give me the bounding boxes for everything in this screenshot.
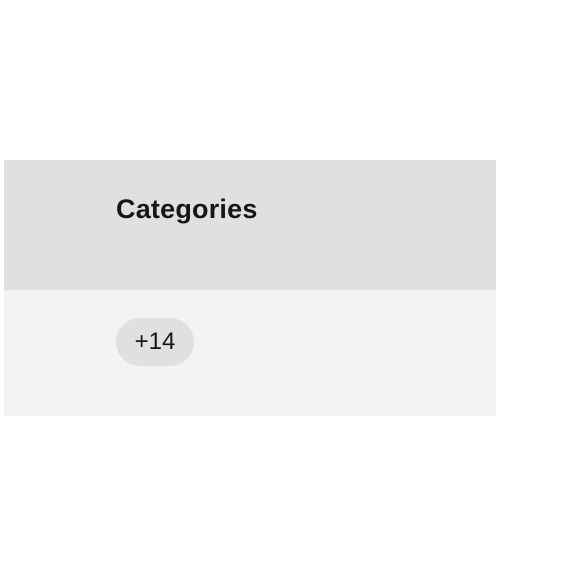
data-table: Categories +14 <box>4 160 496 416</box>
categories-overflow-tag[interactable]: +14 <box>116 318 194 366</box>
table-row: +14 <box>4 290 496 416</box>
categories-cell: +14 <box>116 318 194 366</box>
table-header-row: Categories <box>4 160 496 290</box>
column-header-categories: Categories <box>116 194 258 224</box>
